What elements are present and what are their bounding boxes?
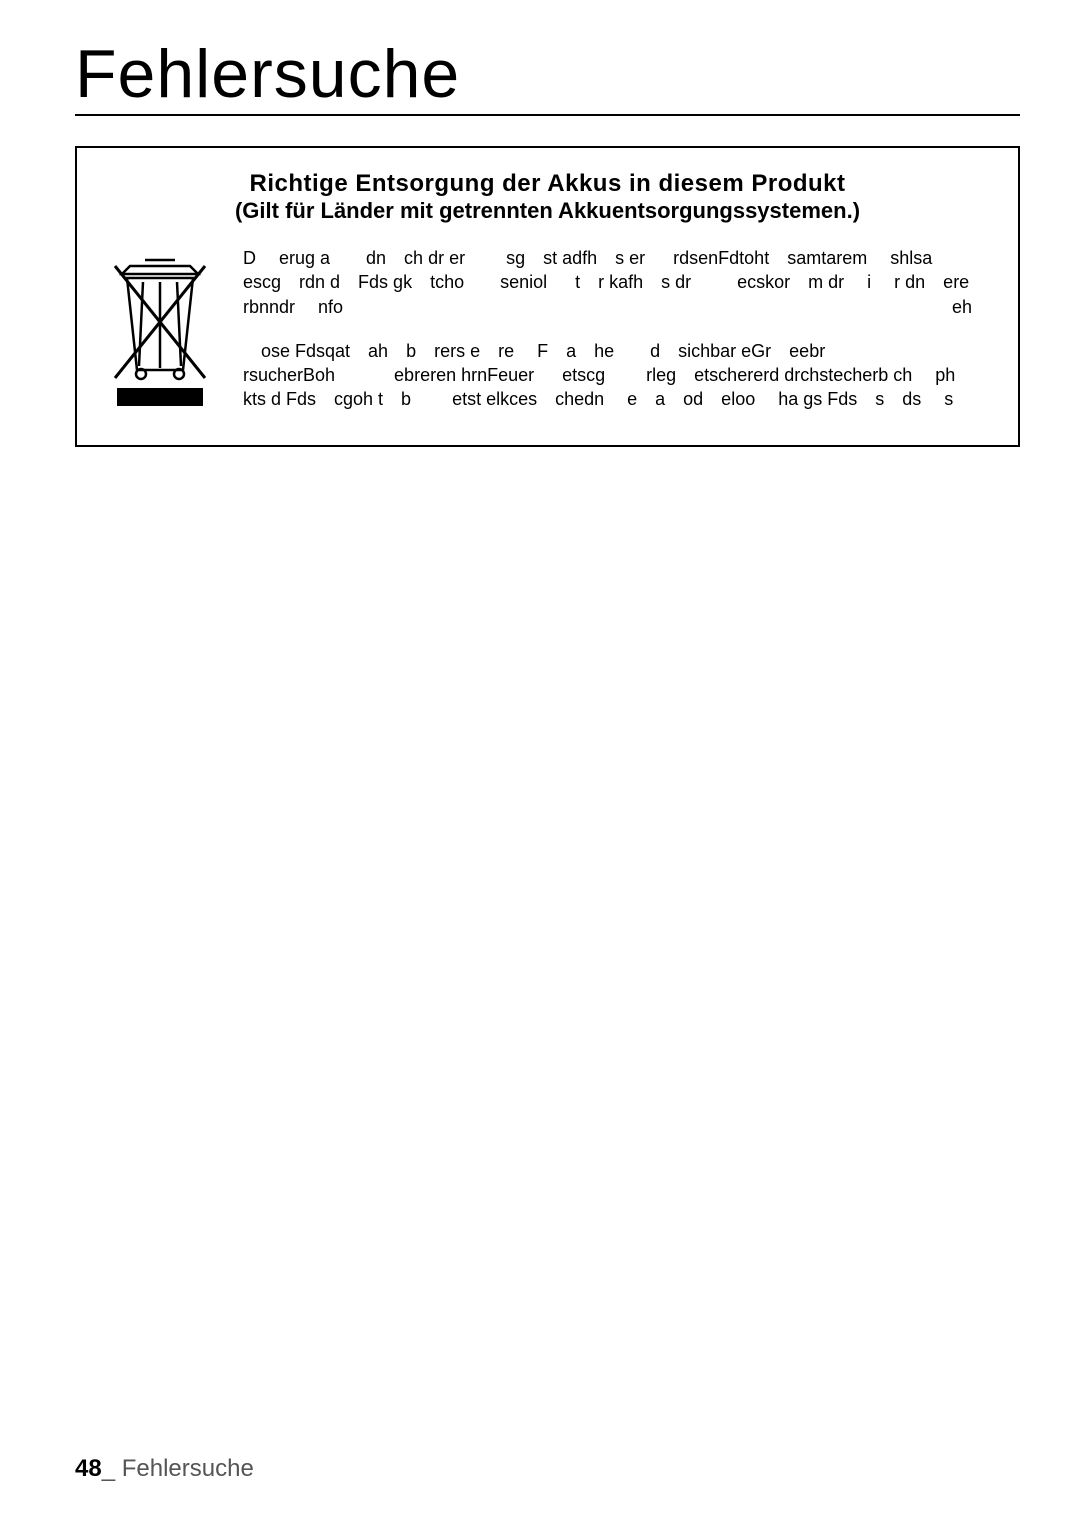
disposal-heading-line2: (Gilt für Länder mit getrennten Akkuents… (105, 198, 990, 224)
page-title: Fehlersuche (75, 40, 1020, 108)
page-number: 48 (75, 1455, 102, 1482)
disposal-paragraph-1-text: D erug a dn ch dr er sg st adfh s er rds… (243, 248, 987, 317)
icon-column (105, 246, 215, 417)
weee-bin-icon (105, 399, 215, 416)
title-rule: Fehlersuche (75, 40, 1020, 116)
page-section-label: _ (102, 1455, 122, 1482)
disposal-heading: Richtige Entsorgung der Akkus in diesem … (105, 170, 990, 224)
disposal-notice-box: Richtige Entsorgung der Akkus in diesem … (75, 146, 1020, 447)
disposal-right-hint: eh (934, 295, 990, 319)
text-column: D erug a dn ch dr er sg st adfh s er rds… (243, 246, 990, 412)
disposal-paragraph-2: ose Fdsqat ah b rers e re F a he d sichb… (243, 339, 990, 412)
disposal-body: D erug a dn ch dr er sg st adfh s er rds… (105, 246, 990, 417)
disposal-heading-line1: Richtige Entsorgung der Akkus in diesem … (105, 170, 990, 198)
page: Fehlersuche Richtige Entsorgung der Akku… (0, 0, 1080, 1527)
page-footer: 48_ Fehlersuche (75, 1455, 254, 1483)
disposal-paragraph-1: D erug a dn ch dr er sg st adfh s er rds… (243, 246, 990, 319)
page-section-name: Fehlersuche (122, 1455, 254, 1482)
